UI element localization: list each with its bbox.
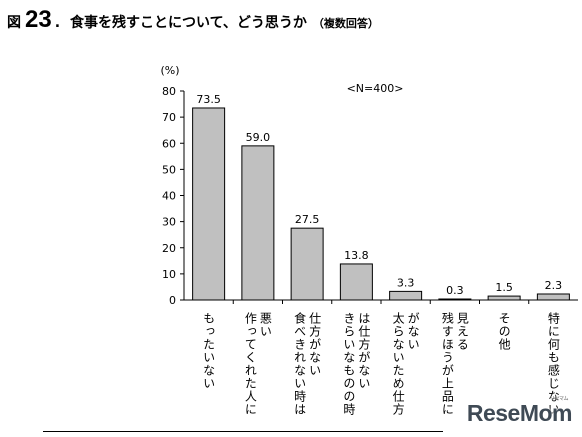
y-tick-label: 40	[162, 190, 176, 203]
value-label: 1.5	[495, 281, 513, 294]
value-label: 73.5	[196, 93, 221, 106]
figure-question: 食事を残すことについて、どう思うか	[70, 15, 307, 31]
y-tick-label: 50	[162, 163, 176, 176]
category-label: がない	[406, 312, 420, 351]
y-unit-label: (%)	[160, 64, 179, 77]
bar	[389, 290, 423, 301]
category-label: その他	[497, 312, 511, 351]
watermark-sub: リセマム	[549, 396, 569, 402]
category-label: 食べきれない時は	[293, 311, 307, 416]
category-label: 悪い	[258, 312, 272, 338]
category-label: 作ってくれた人に	[243, 312, 257, 416]
value-label: 2.3	[545, 279, 563, 292]
category-label: は仕方がない	[357, 312, 371, 390]
bar	[536, 293, 570, 301]
figure-label: 図	[7, 15, 21, 31]
category-label: 残すほうが上品に	[440, 312, 454, 416]
y-tick-label: 0	[169, 294, 176, 307]
y-tick-label: 60	[162, 137, 176, 150]
y-tick-label: 70	[162, 111, 176, 124]
bar	[438, 298, 472, 301]
value-label: 0.3	[446, 284, 464, 297]
y-tick-label: 20	[162, 242, 176, 255]
category-label: 特に何も感じない	[546, 311, 560, 416]
figure-number: 23	[25, 6, 52, 33]
category-label: もったいない	[202, 312, 216, 390]
watermark-text: ReseMom	[466, 400, 573, 426]
figure-note: （複数回答）	[312, 17, 379, 30]
y-tick-label: 10	[162, 268, 176, 281]
y-tick-label: 30	[162, 216, 176, 229]
figure-title: 図 23 . 食事を残すことについて、どう思うか （複数回答）	[7, 6, 379, 40]
value-label: 13.8	[344, 249, 369, 262]
category-label: 太らないため仕方	[391, 311, 405, 416]
category-label: 仕方がない	[308, 312, 322, 377]
category-label: きらいなものの時	[342, 312, 356, 416]
bar	[487, 295, 521, 301]
category-label: 見える	[455, 312, 469, 351]
value-label: 59.0	[246, 131, 271, 144]
sample-size-note: <N=400>	[347, 82, 404, 95]
y-tick-label: 80	[162, 85, 176, 98]
figure-number-dot: .	[54, 15, 61, 31]
bottom-rule	[43, 431, 443, 432]
value-label: 3.3	[397, 276, 415, 289]
bar	[241, 145, 275, 301]
bar	[339, 263, 373, 301]
watermark-logo: リセマム ReseMom	[466, 396, 573, 427]
chart-bars	[192, 107, 570, 301]
bar	[290, 227, 324, 301]
value-label: 27.5	[295, 213, 320, 226]
bar	[192, 107, 226, 301]
